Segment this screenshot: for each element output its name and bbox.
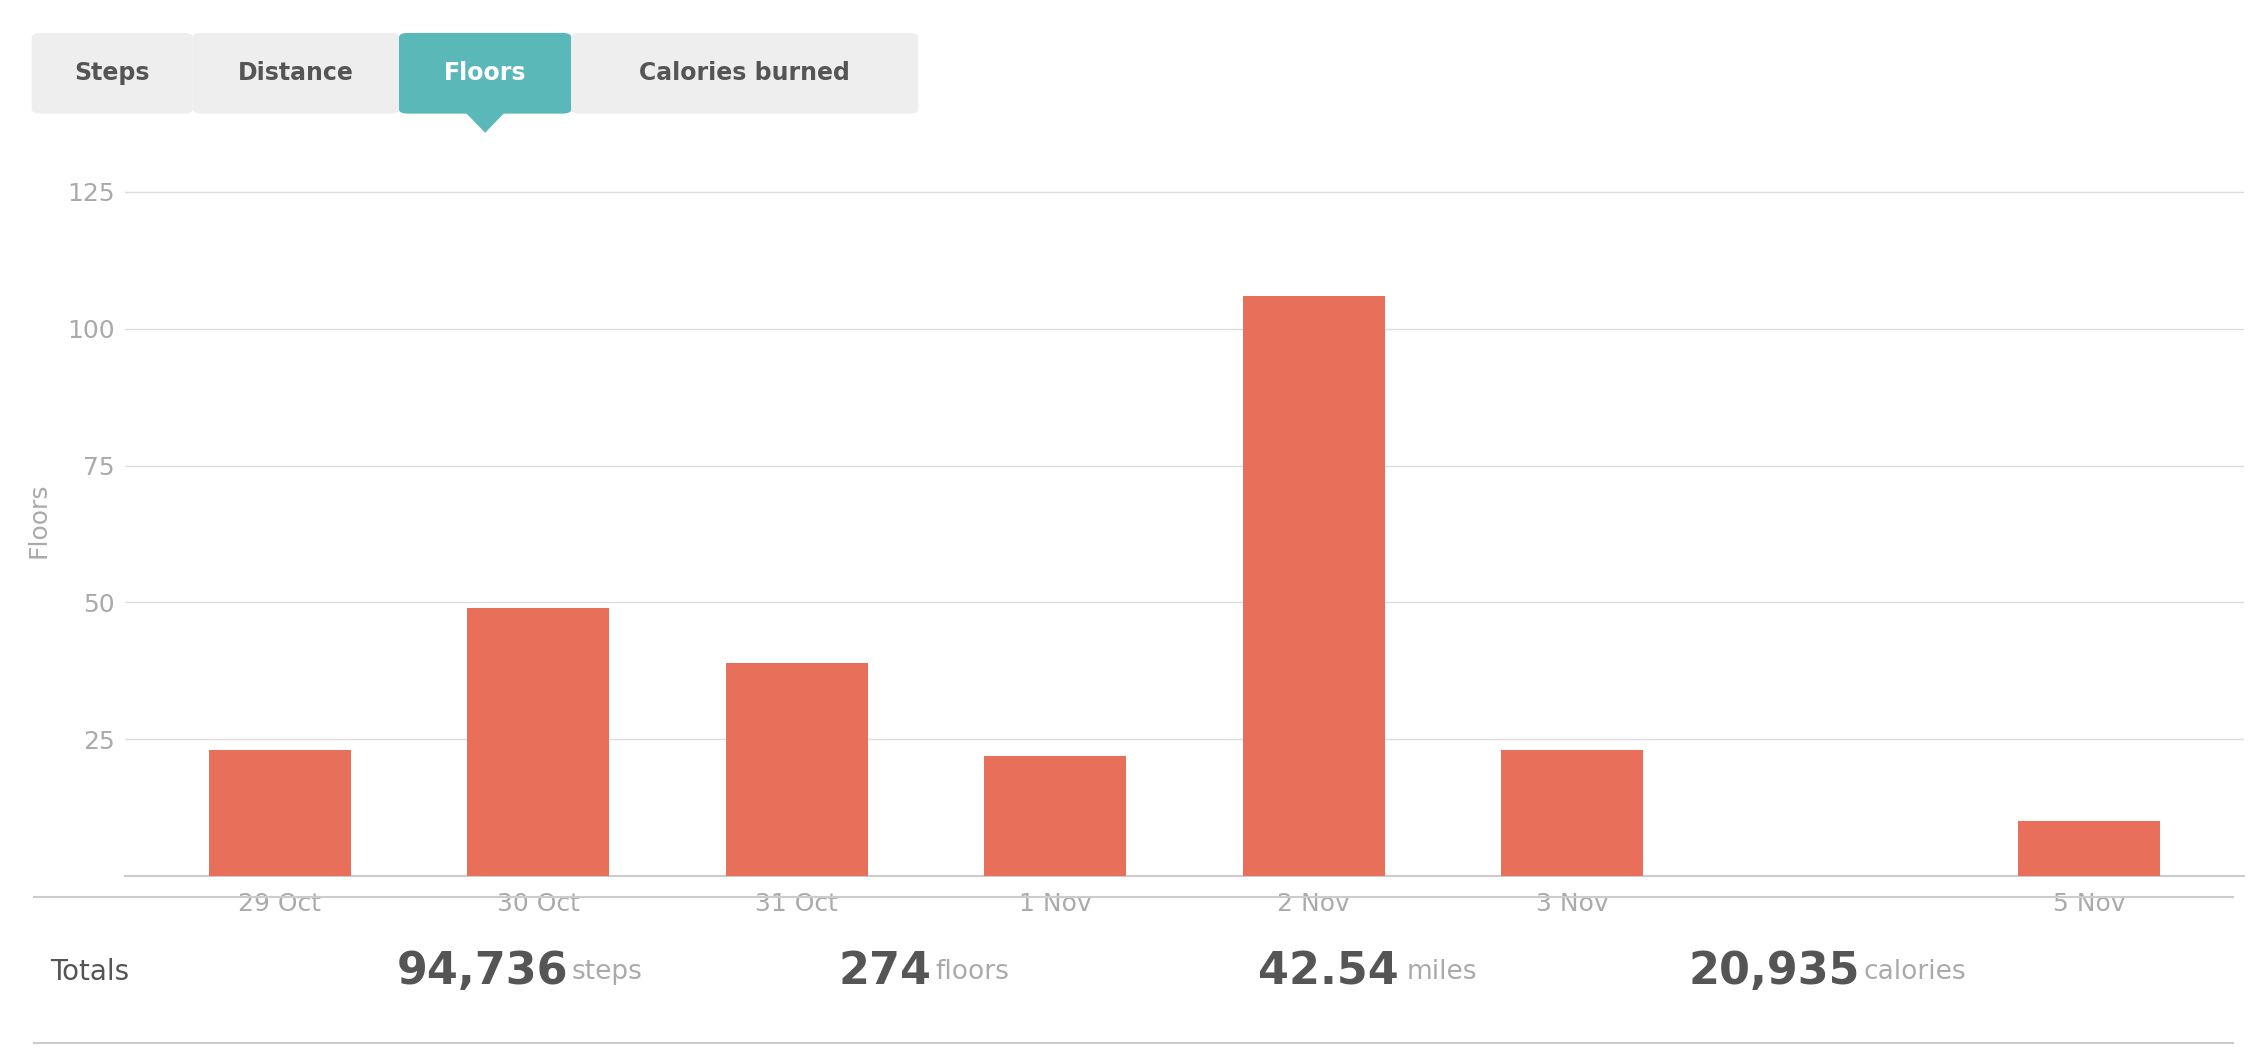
Text: miles: miles	[1406, 959, 1478, 984]
Bar	[209, 750, 351, 876]
Text: calories: calories	[1863, 959, 1965, 984]
Text: Floors: Floors	[444, 62, 526, 85]
Text: steps: steps	[571, 959, 642, 984]
Text: Calories burned: Calories burned	[639, 62, 850, 85]
Bar	[1242, 296, 1385, 876]
Text: Steps: Steps	[75, 62, 150, 85]
Text: 20,935: 20,935	[1689, 950, 1861, 993]
Bar	[2018, 821, 2160, 876]
Text: floors: floors	[934, 959, 1009, 984]
Y-axis label: Floors: Floors	[27, 482, 50, 559]
Text: 42.54: 42.54	[1258, 950, 1399, 993]
Text: 274: 274	[839, 950, 932, 993]
Text: Totals: Totals	[50, 958, 129, 986]
Text: 94,736: 94,736	[397, 950, 569, 993]
Bar	[725, 663, 868, 876]
Bar	[1501, 750, 1644, 876]
Bar	[984, 756, 1127, 876]
Bar	[467, 607, 610, 876]
Text: Distance: Distance	[238, 62, 354, 85]
